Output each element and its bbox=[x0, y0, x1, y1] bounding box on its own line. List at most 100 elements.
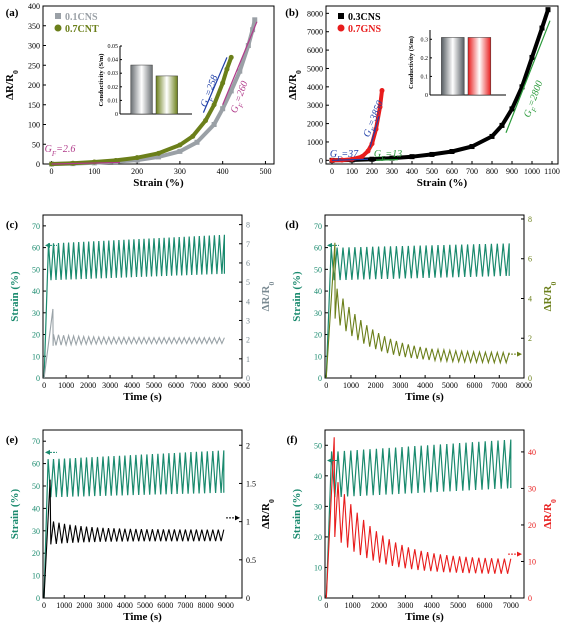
data-point bbox=[377, 104, 383, 110]
data-point bbox=[469, 144, 475, 150]
x-tick-label: 5000 bbox=[146, 381, 162, 390]
plot-frame bbox=[325, 5, 559, 165]
y-axis-label: ΔR/R0 bbox=[4, 70, 20, 100]
x-tick-label: 3000 bbox=[392, 381, 408, 390]
legend-marker bbox=[55, 13, 61, 19]
arrow-head bbox=[327, 458, 332, 464]
x-tick-label: 100 bbox=[88, 167, 100, 176]
y-tick-label: 60 bbox=[314, 244, 322, 253]
y2-axis-label: ΔR/R0 bbox=[542, 499, 558, 529]
y2-tick-label: 0.5 bbox=[246, 556, 256, 565]
data-point bbox=[489, 133, 495, 139]
x-tick-label: 1000 bbox=[345, 601, 361, 610]
x-tick-label: 6000 bbox=[476, 601, 492, 610]
x-tick-label: 700 bbox=[466, 167, 478, 176]
data-point bbox=[539, 25, 545, 31]
inset-tick-label: 0.03 bbox=[108, 71, 119, 77]
x-tick-label: 300 bbox=[386, 167, 398, 176]
panel-c: 0 1000 2000 3000 4000 5000 6000 7000 8000 9000010… bbox=[6, 214, 276, 403]
arrow-head bbox=[45, 449, 50, 455]
fit-line bbox=[222, 21, 258, 105]
data-point bbox=[369, 156, 375, 162]
x-axis-label: Time (s) bbox=[405, 611, 444, 623]
x-tick-label: 1100 bbox=[544, 167, 560, 176]
x-tick-label: 7000 bbox=[190, 381, 206, 390]
inset-y-label: Conductivity (S/m) bbox=[98, 54, 105, 107]
x-tick-label: 4000 bbox=[117, 601, 133, 610]
x-tick-label: 5000 bbox=[137, 601, 153, 610]
y2-tick-label: 6 bbox=[246, 259, 250, 268]
y2-tick-label: 2 bbox=[246, 336, 250, 345]
inset-bar bbox=[155, 75, 178, 115]
y2-tick-label: 3 bbox=[246, 316, 250, 325]
y-tick-label: 60 bbox=[32, 460, 40, 469]
y-tick-label: 250 bbox=[28, 61, 40, 70]
panel-label: (b) bbox=[285, 7, 299, 19]
x-tick-label: 0 bbox=[42, 601, 46, 610]
data-point bbox=[177, 148, 183, 154]
x-tick-label: 400 bbox=[217, 167, 229, 176]
y2-tick-label: 0 bbox=[528, 594, 532, 603]
data-point bbox=[509, 106, 515, 112]
y2-tick-label: 0 bbox=[528, 374, 532, 383]
response-series bbox=[325, 242, 510, 379]
y2-tick-label: 1.5 bbox=[246, 479, 256, 488]
y-tick-label: 40 bbox=[32, 504, 40, 513]
data-point bbox=[113, 157, 119, 163]
plot-frame bbox=[324, 429, 525, 599]
legend-marker bbox=[54, 24, 62, 32]
y-tick-label: 0 bbox=[36, 594, 40, 603]
legend-marker bbox=[338, 13, 344, 19]
x-tick-label: 2000 bbox=[80, 381, 96, 390]
y-tick-label: 50 bbox=[32, 140, 40, 149]
y-tick-label: 8000 bbox=[307, 9, 323, 18]
y-tick-label: 40 bbox=[314, 287, 322, 296]
data-point bbox=[91, 159, 97, 165]
y-tick-label: 400 bbox=[28, 2, 40, 11]
strain-series bbox=[43, 234, 225, 379]
data-point bbox=[389, 155, 395, 161]
legend-label: 0.7GNS bbox=[348, 24, 382, 35]
arrow-head bbox=[327, 242, 332, 248]
y-tick-label: 200 bbox=[28, 81, 40, 90]
x-tick-label: 800 bbox=[486, 167, 498, 176]
inset-tick-label: 0.1 bbox=[421, 74, 429, 80]
x-axis-label: Time (s) bbox=[405, 391, 444, 403]
y2-tick-label: 4 bbox=[246, 297, 250, 306]
fit-label: GF=2800 bbox=[522, 79, 548, 120]
x-tick-label: 7000 bbox=[503, 601, 519, 610]
data-point bbox=[545, 7, 551, 13]
y-tick-label: 3000 bbox=[307, 101, 323, 110]
x-tick-label: 500 bbox=[259, 167, 271, 176]
data-point bbox=[211, 122, 217, 127]
panel-f: 0 1000 2000 3000 4000 5000 6000 7000 0 10 20 30 40 50… bbox=[287, 429, 558, 623]
y-tick-label: 70 bbox=[32, 222, 40, 231]
y2-tick-label: 20 bbox=[528, 521, 536, 530]
data-point bbox=[228, 54, 234, 60]
y-tick-label: 70 bbox=[32, 437, 40, 446]
y-tick-label: 30 bbox=[314, 502, 322, 511]
x-tick-label: 9000 bbox=[218, 601, 234, 610]
data-point bbox=[220, 106, 226, 112]
inset-tick-label: 0.3 bbox=[421, 37, 429, 43]
y2-tick-label: 0 bbox=[246, 374, 250, 383]
data-point bbox=[429, 151, 435, 157]
x-tick-label: 7000 bbox=[177, 601, 193, 610]
data-point bbox=[252, 17, 258, 23]
plot-frame bbox=[42, 429, 243, 599]
y-tick-label: 10 bbox=[32, 572, 40, 581]
y-tick-label: 0 bbox=[318, 594, 322, 603]
data-point bbox=[379, 88, 385, 94]
x-tick-label: 5000 bbox=[442, 381, 458, 390]
x-axis-label: Time (s) bbox=[123, 611, 162, 623]
y-tick-label: 30 bbox=[32, 309, 40, 318]
y-axis-label: ΔR/R0 bbox=[287, 70, 303, 100]
x-axis-label: Time (s) bbox=[123, 391, 162, 403]
inset-bar bbox=[130, 64, 153, 115]
y-tick-label: 1000 bbox=[307, 138, 323, 147]
fit-line bbox=[331, 158, 369, 161]
y-tick-label: 20 bbox=[32, 549, 40, 558]
inset-tick-label: 0 bbox=[425, 93, 428, 99]
data-point bbox=[529, 54, 535, 60]
